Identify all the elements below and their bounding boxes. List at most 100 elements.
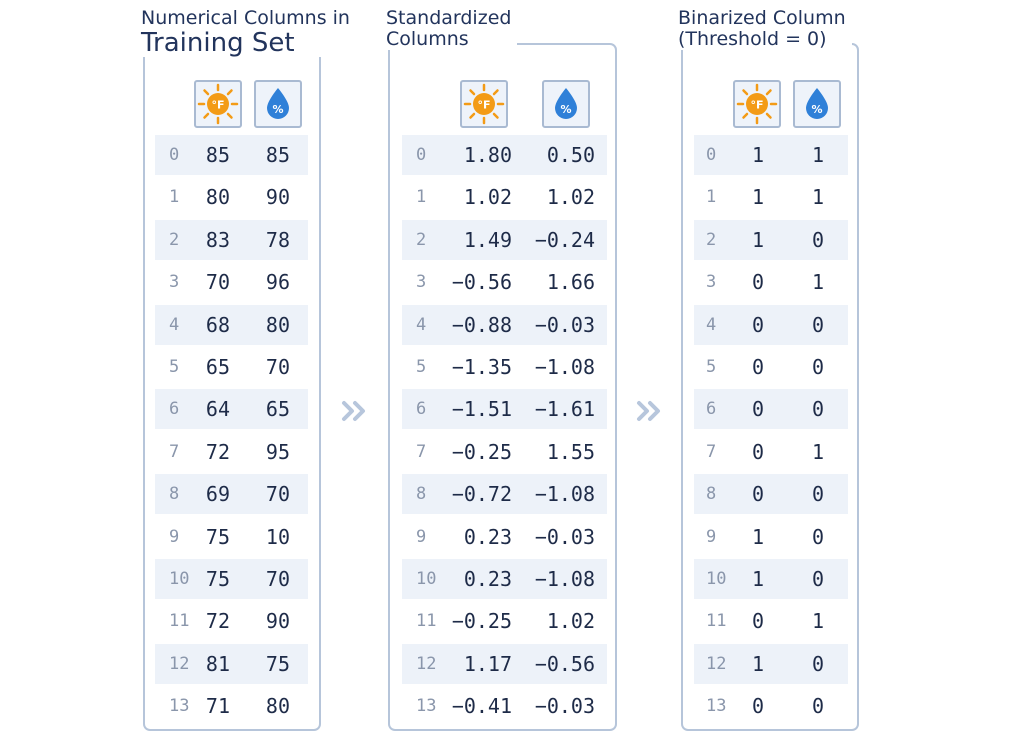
humidity-value: 0 xyxy=(811,482,824,507)
humidity-value: 0 xyxy=(811,312,824,337)
table-row: 7 −0.25 1.55 xyxy=(402,432,607,472)
table-row: 9 1 0 xyxy=(694,517,848,557)
row-index: 13 xyxy=(416,696,437,717)
table-row: 13 −0.41 −0.03 xyxy=(402,686,607,726)
temperature-value: 1.17 xyxy=(463,651,512,676)
temperature-value: −0.25 xyxy=(451,609,512,634)
row-index: 2 xyxy=(169,229,180,250)
humidity-value: 75 xyxy=(265,651,290,676)
panel-title-line2: (Threshold = 0) xyxy=(678,27,827,50)
temperature-value: 0.23 xyxy=(463,567,512,591)
table-row: 0 1.80 0.50 xyxy=(402,135,607,175)
table-row: 5 −1.35 −1.08 xyxy=(402,347,607,387)
table-row: 8 0 0 xyxy=(694,474,848,515)
table-row: 2 1 0 xyxy=(694,219,848,260)
humidity-value: 0 xyxy=(811,355,824,379)
humidity-value: 90 xyxy=(265,185,290,210)
temperature-column-header: °F xyxy=(194,80,242,128)
humidity-value: 70 xyxy=(265,482,290,507)
table-row: 11 0 1 xyxy=(694,601,848,641)
table-row: 4 68 80 xyxy=(155,304,308,345)
humidity-value: 65 xyxy=(265,397,290,422)
temperature-value: 70 xyxy=(205,270,230,295)
humidity-value: 1 xyxy=(811,439,824,464)
row-index: 11 xyxy=(169,611,190,632)
table-row: 0 1 1 xyxy=(694,135,848,175)
table-row: 8 −0.72 −1.08 xyxy=(402,474,607,515)
temperature-value: 1.02 xyxy=(463,185,512,210)
temperature-value: 69 xyxy=(205,482,230,507)
humidity-value: 78 xyxy=(265,227,290,252)
temperature-value: 1 xyxy=(751,651,764,676)
row-index: 6 xyxy=(416,399,427,420)
humidity-value: −0.24 xyxy=(534,227,595,252)
water-drop-percent-icon: % xyxy=(555,88,577,119)
humidity-value: 1 xyxy=(811,143,824,167)
row-index: 7 xyxy=(416,441,427,462)
row-index: 1 xyxy=(706,187,717,208)
temperature-value: 83 xyxy=(205,227,230,252)
panel-title: Standardized Columns xyxy=(386,7,518,50)
table-row: 7 0 1 xyxy=(694,432,848,472)
row-index: 12 xyxy=(169,653,190,674)
humidity-value: −1.08 xyxy=(534,355,595,379)
humidity-value: 0 xyxy=(811,651,824,676)
humidity-value: 0 xyxy=(811,524,824,549)
humidity-value: 1.55 xyxy=(546,439,595,464)
row-index: 1 xyxy=(416,187,427,208)
row-index: 6 xyxy=(169,399,180,420)
temperature-value: 80 xyxy=(205,185,230,210)
temperature-value: 64 xyxy=(205,397,230,422)
double-chevron-right-icon xyxy=(342,401,365,421)
temperature-value: −0.72 xyxy=(451,482,512,507)
temperature-value: 75 xyxy=(205,524,230,549)
temperature-value: 71 xyxy=(205,694,230,719)
sun-thermometer-icon: °F xyxy=(463,83,505,125)
temperature-value: 0 xyxy=(751,355,764,379)
row-index: 8 xyxy=(416,484,427,505)
humidity-value: 1 xyxy=(811,609,824,634)
row-index: 4 xyxy=(169,314,180,335)
humidity-value: −0.03 xyxy=(534,312,595,337)
humidity-unit-label: % xyxy=(272,103,283,116)
humidity-value: 96 xyxy=(265,270,290,295)
row-index: 4 xyxy=(706,314,717,335)
table-row: 11 −0.25 1.02 xyxy=(402,601,607,641)
panel-title-line1: Standardized xyxy=(386,7,512,29)
table-row: 1 80 90 xyxy=(155,177,308,217)
sun-thermometer-icon: °F xyxy=(197,83,239,125)
humidity-value: −1.61 xyxy=(534,397,595,422)
humidity-value: 1 xyxy=(811,270,824,295)
temperature-value: 1.49 xyxy=(463,227,512,252)
humidity-column-header: % xyxy=(542,80,590,128)
water-drop-percent-icon: % xyxy=(267,88,289,119)
row-index: 3 xyxy=(169,272,180,293)
temperature-value: 1 xyxy=(751,227,764,252)
panel-training-set: Numerical Columns in Training Set °F % 0… xyxy=(0,0,356,733)
row-index: 2 xyxy=(706,229,717,250)
humidity-value: −1.08 xyxy=(534,482,595,507)
humidity-column-header: % xyxy=(793,80,841,128)
row-index: 8 xyxy=(169,484,180,505)
row-index: 0 xyxy=(416,145,427,165)
table-row: 3 70 96 xyxy=(155,262,308,302)
row-index: 12 xyxy=(706,653,727,674)
table-row: 10 75 70 xyxy=(155,559,308,599)
row-index: 7 xyxy=(706,441,717,462)
table-row: 3 0 1 xyxy=(694,262,848,302)
row-index: 0 xyxy=(169,145,180,165)
row-index: 11 xyxy=(416,611,437,632)
table-row: 11 72 90 xyxy=(155,601,308,641)
row-index: 13 xyxy=(169,696,190,717)
panel-title-line2: Columns xyxy=(386,27,469,50)
table-row: 13 71 80 xyxy=(155,686,308,726)
humidity-column-header: % xyxy=(254,80,302,128)
panel-title-line1: Numerical Columns in xyxy=(141,7,350,29)
row-index: 10 xyxy=(416,569,437,589)
temperature-unit-label: °F xyxy=(211,99,224,112)
row-index: 5 xyxy=(169,357,180,377)
temperature-unit-label: °F xyxy=(750,99,763,112)
temperature-value: 0 xyxy=(751,609,764,634)
row-index: 3 xyxy=(416,272,427,293)
temperature-value: 68 xyxy=(205,312,230,337)
